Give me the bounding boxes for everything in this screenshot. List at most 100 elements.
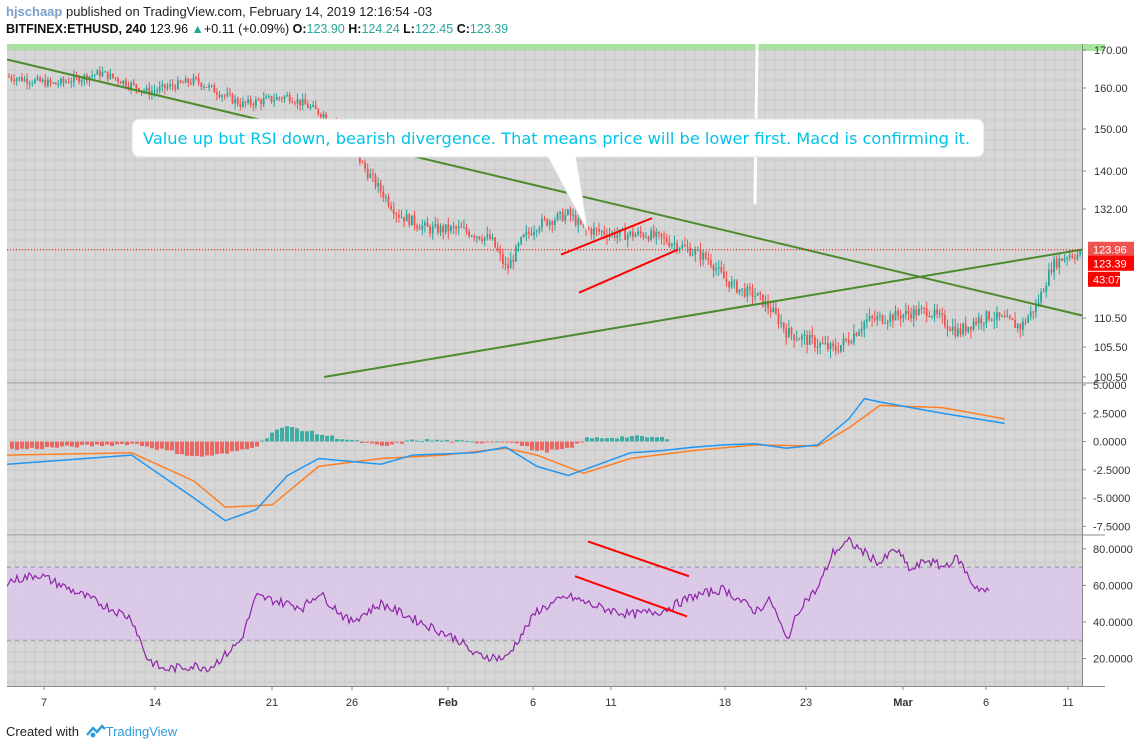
macd-histogram-bar	[600, 438, 604, 442]
candle-body	[801, 335, 803, 340]
candle-body	[829, 343, 832, 350]
candle-body	[390, 205, 392, 210]
candle-body	[294, 102, 296, 104]
candle-body	[242, 101, 244, 107]
candle-body	[964, 323, 967, 332]
macd-histogram-bar	[505, 441, 509, 443]
candle-body	[790, 327, 793, 335]
price-tag-bg	[1088, 241, 1134, 257]
macd-histogram-bar	[260, 440, 264, 442]
low-value: 122.45	[414, 22, 454, 36]
candle-body	[54, 82, 57, 85]
candle-body	[369, 174, 372, 178]
candle-body	[658, 231, 660, 234]
candle-body	[67, 81, 70, 83]
macd-histogram-bar	[380, 441, 384, 446]
candle-body	[1019, 324, 1022, 330]
last-price: 123.96	[149, 22, 189, 36]
macd-histogram-bar	[160, 441, 164, 449]
candle-body	[1024, 321, 1027, 323]
macd-histogram-bar	[330, 435, 334, 442]
created-with-text: Created with	[6, 724, 79, 739]
macd-histogram-bar	[455, 440, 459, 442]
candle-body	[13, 79, 15, 82]
candle-body	[689, 247, 691, 256]
callout-bubble	[131, 118, 985, 233]
macd-histogram-bar	[290, 427, 294, 442]
candle-body	[481, 239, 483, 241]
tradingview-brand[interactable]: TradingView	[105, 724, 178, 739]
candle-body	[645, 237, 647, 239]
macd-histogram-bar	[215, 441, 219, 455]
macd-group	[7, 397, 1005, 522]
x-axis-tick-label: 18	[719, 697, 731, 709]
symbol-label[interactable]: BITFINEX:ETHUSD, 240	[6, 22, 147, 36]
macd-histogram-bar	[410, 439, 414, 442]
resistance-band	[7, 44, 1105, 51]
candle-body	[749, 286, 751, 289]
macd-axis-tick-label: 0.0000	[1093, 437, 1127, 449]
candle-body	[101, 71, 104, 77]
candle-body	[405, 214, 408, 222]
macd-histogram-bar	[60, 441, 64, 447]
candle-body	[1029, 311, 1032, 317]
candle-body	[886, 321, 889, 323]
candle-body	[1048, 269, 1050, 286]
candle-body	[491, 237, 494, 240]
candle-body	[457, 226, 460, 229]
candle-body	[762, 294, 764, 307]
price-change: +0.11 (+0.09%)	[203, 22, 290, 36]
macd-histogram-bar	[650, 436, 654, 442]
candle-body	[704, 253, 707, 259]
candle-body	[460, 226, 463, 228]
candle-body	[359, 153, 361, 163]
macd-histogram-bar	[605, 438, 609, 442]
candle-body	[387, 196, 390, 206]
rsi-axis-tick-label: 80.0000	[1093, 544, 1133, 556]
author-name[interactable]: hjschaap	[6, 4, 63, 19]
candle-body	[1040, 291, 1042, 303]
macd-histogram-bar	[270, 432, 274, 442]
candle-body	[533, 232, 535, 235]
candle-body	[44, 79, 47, 87]
candle-body	[218, 94, 221, 97]
candle-body	[572, 215, 574, 217]
up-arrow-icon: ▲	[191, 22, 204, 36]
annotation-text: Value up but RSI down, bearish divergenc…	[143, 129, 970, 148]
candle-body	[80, 79, 83, 83]
candle-body	[554, 220, 556, 226]
candle-body	[899, 315, 902, 319]
candle-body	[444, 224, 447, 233]
macd-axis-tick-label: -7.5000	[1093, 521, 1130, 533]
candle-body	[106, 71, 109, 79]
candle-body	[1071, 255, 1074, 258]
candle-body	[806, 334, 808, 345]
macd-histogram-bar	[230, 441, 234, 452]
candle-body	[174, 86, 177, 90]
publish-line: hjschaap published on TradingView.com, F…	[6, 4, 432, 19]
price-axis-tick-label: 110.50	[1094, 313, 1127, 325]
candle-body	[395, 213, 398, 215]
candle-body	[860, 328, 863, 332]
candle-body	[699, 249, 702, 260]
candle-body	[1022, 321, 1024, 330]
macd-histogram-bar	[145, 441, 149, 447]
price-tag-bg	[1088, 255, 1134, 271]
macd-histogram-bar	[185, 441, 189, 456]
candle-body	[325, 114, 327, 120]
candle-body	[824, 343, 827, 345]
candle-body	[876, 316, 879, 320]
candle-body	[923, 308, 925, 310]
candle-body	[720, 266, 723, 272]
candle-body	[941, 313, 944, 316]
candle-body	[403, 217, 405, 222]
candle-body	[78, 76, 80, 83]
candle-body	[439, 225, 442, 233]
candle-body	[733, 280, 736, 282]
candle-body	[450, 226, 452, 232]
candle-body	[372, 174, 374, 176]
candle-body	[970, 326, 972, 330]
macd-histogram-bar	[200, 441, 204, 457]
candle-body	[655, 231, 658, 237]
